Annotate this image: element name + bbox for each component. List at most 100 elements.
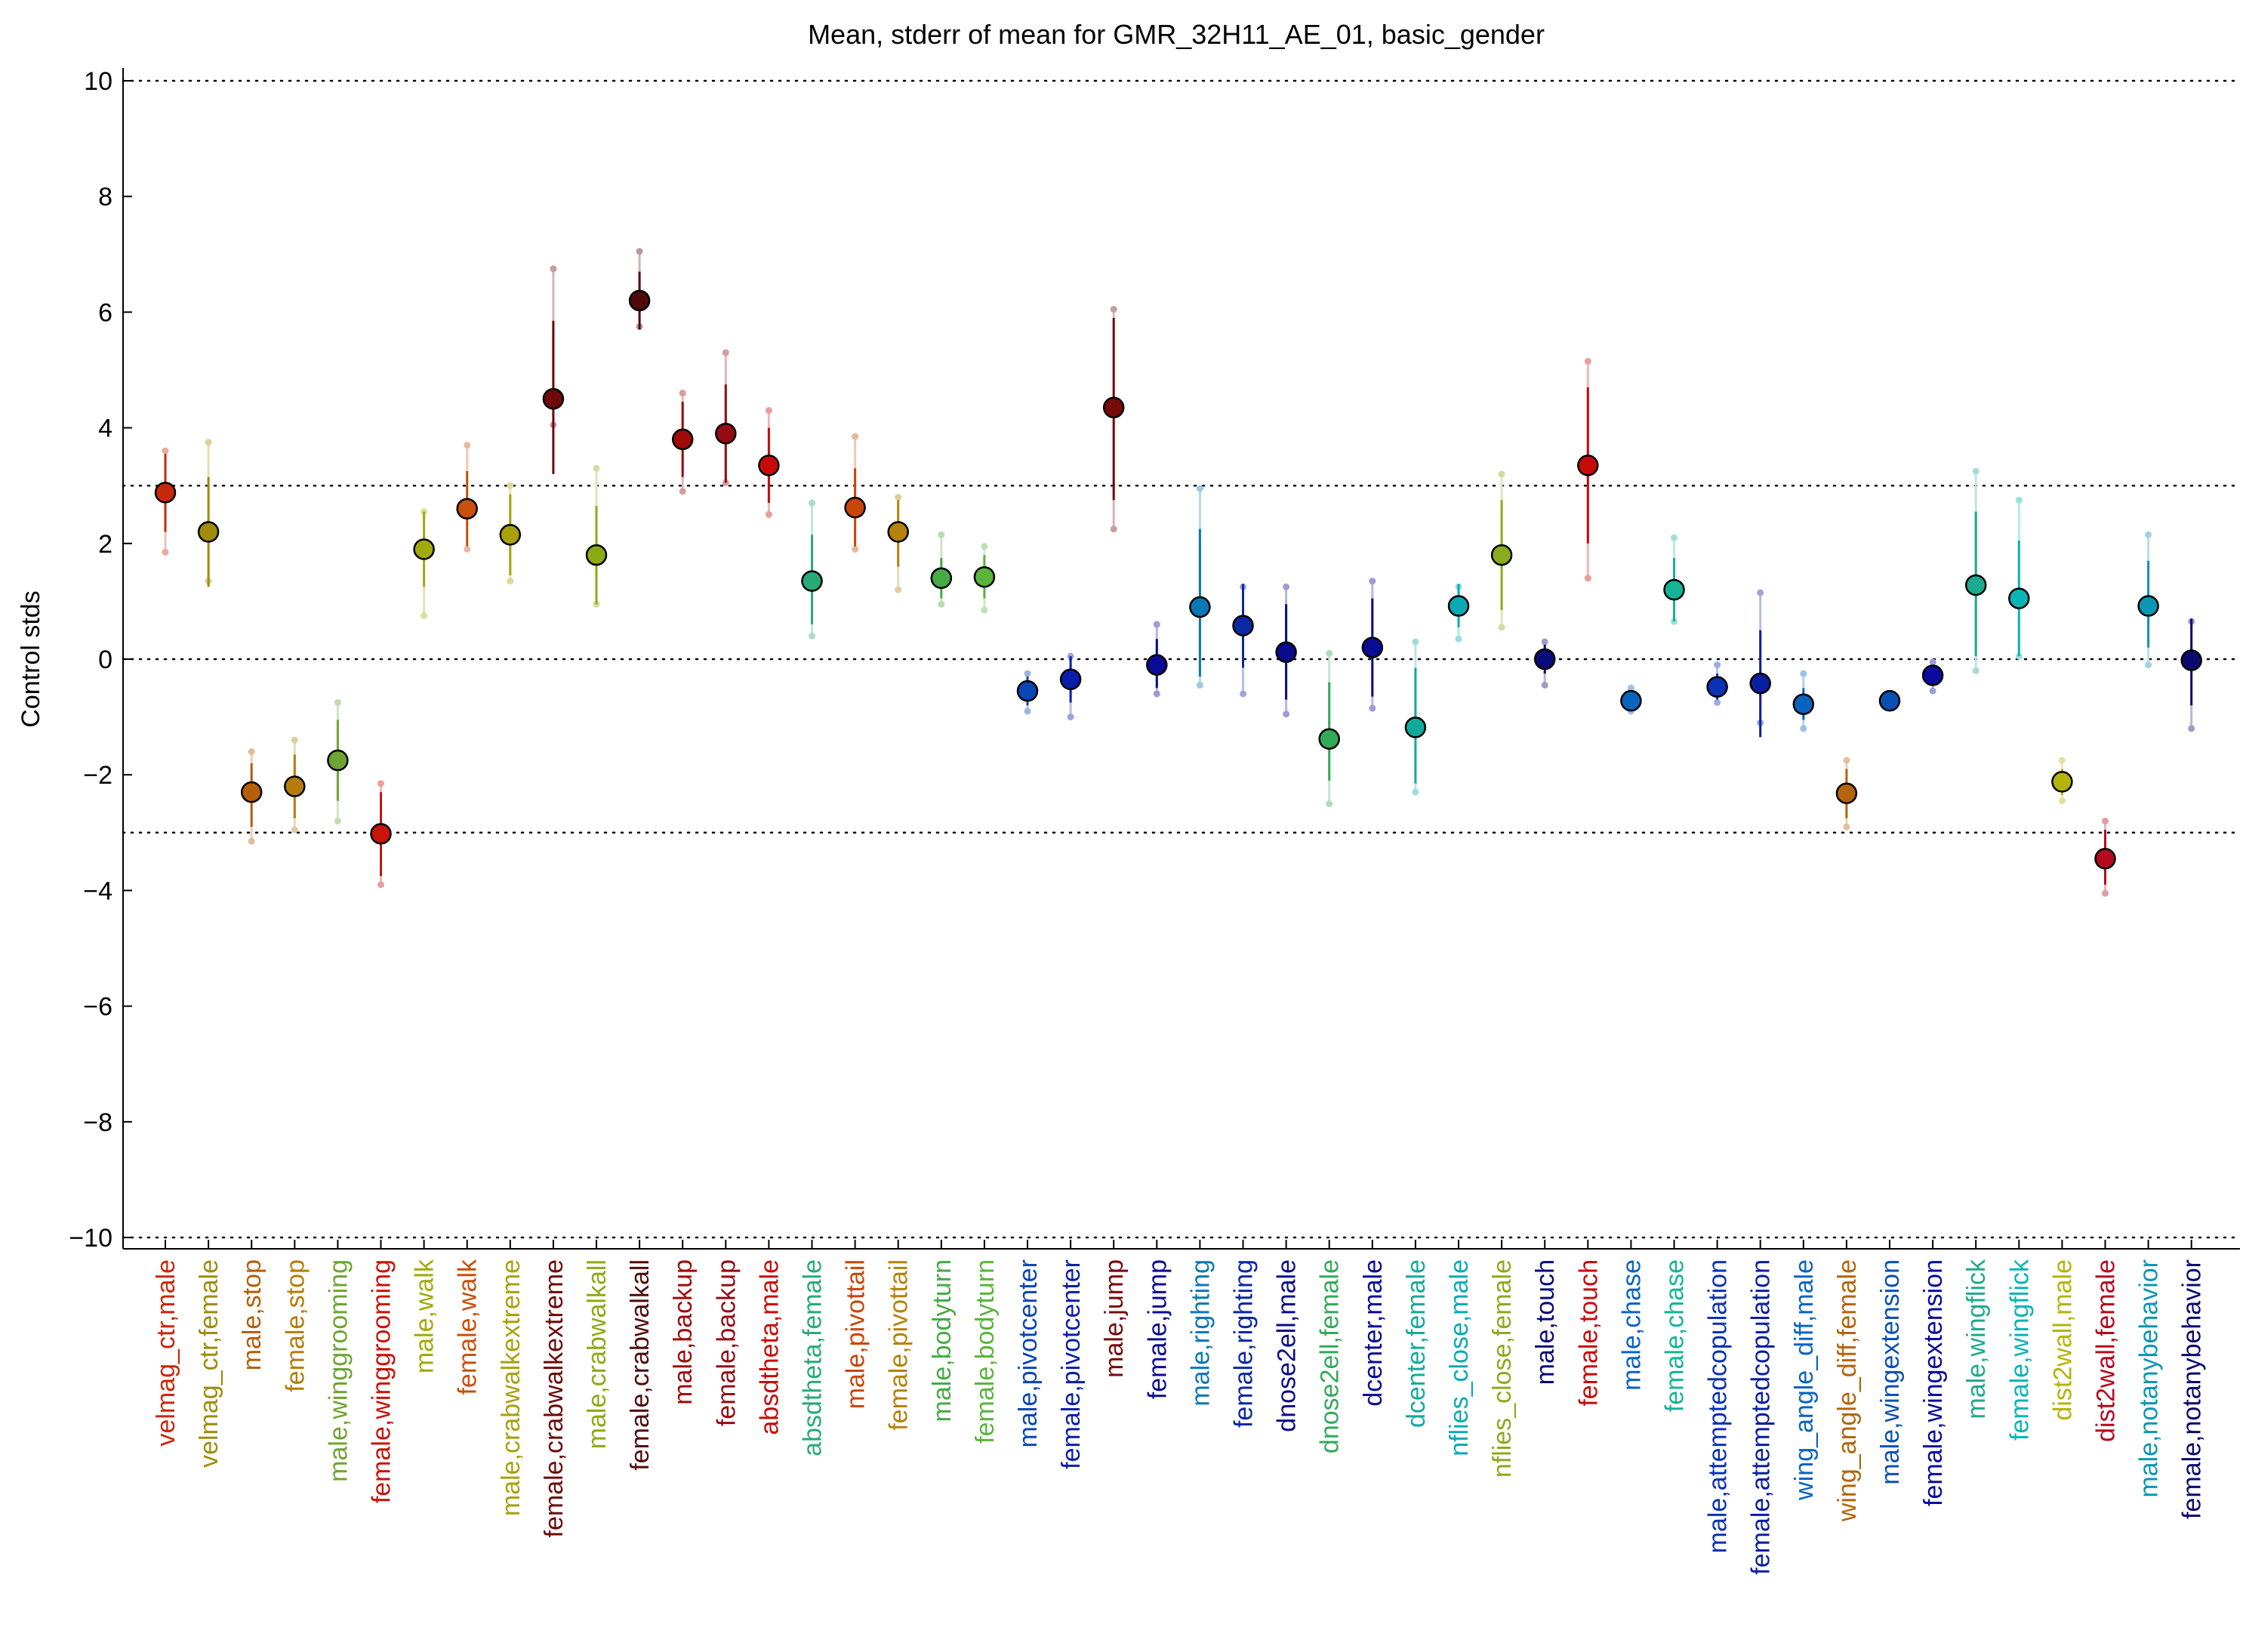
range-max-dot xyxy=(809,499,815,507)
mean-marker xyxy=(1404,717,1427,738)
x-category-label: female,wingextension xyxy=(1919,1259,1948,1506)
range-min-dot xyxy=(248,837,255,845)
range-max-dot xyxy=(205,439,212,446)
x-category-label: nflies_close,female xyxy=(1488,1259,1517,1478)
range-min-dot xyxy=(1929,687,1936,695)
range-max-dot xyxy=(377,780,384,787)
range-max-dot xyxy=(507,482,514,489)
x-category-label: male,crabwalkextreme xyxy=(497,1259,525,1516)
mean-marker xyxy=(671,428,694,451)
y-tick-label: −8 xyxy=(83,1108,112,1137)
range-max-dot xyxy=(1283,583,1290,590)
mean-marker xyxy=(844,497,866,519)
range-max-dot xyxy=(1714,661,1721,669)
x-category-label: female,chase xyxy=(1661,1259,1690,1412)
range-max-dot xyxy=(1671,534,1678,541)
mean-marker xyxy=(1146,654,1168,676)
x-category-label: female,pivottail xyxy=(885,1259,913,1431)
range-max-dot xyxy=(765,407,772,415)
range-min-dot xyxy=(1369,704,1376,712)
range-min-dot xyxy=(679,488,686,495)
mean-marker xyxy=(327,749,349,772)
range-min-dot xyxy=(895,586,902,593)
mean-marker xyxy=(1016,680,1039,702)
range-max-dot xyxy=(938,531,945,538)
mean-marker xyxy=(1102,396,1125,419)
x-category-label: female,wingflick xyxy=(2005,1259,2034,1441)
x-axis-category-labels: velmag_ctr,male velmag_ctr,female male,sto… xyxy=(152,1259,2207,1575)
mean-marker xyxy=(1749,672,1771,695)
mean-marker xyxy=(154,482,177,504)
mean-marker xyxy=(628,289,651,312)
mean-marker xyxy=(1361,636,1384,658)
range-max-dot xyxy=(1972,467,1979,475)
x-category-label: male,wingextension xyxy=(1876,1259,1905,1485)
mean-marker xyxy=(1533,648,1556,670)
range-max-dot xyxy=(1498,470,1505,478)
range-min-dot xyxy=(1972,667,1979,674)
x-axis-ticks xyxy=(165,1240,2192,1249)
mean-marker xyxy=(1964,574,1987,596)
range-min-dot xyxy=(2188,725,2195,732)
x-category-label: female,winggrooming xyxy=(368,1259,396,1503)
range-min-dot xyxy=(1455,635,1462,643)
mean-marker xyxy=(2180,649,2202,671)
y-tick-label: −2 xyxy=(83,761,112,790)
range-min-dot xyxy=(1714,698,1721,706)
mean-marker xyxy=(1059,668,1082,691)
y-axis-label: Control stds xyxy=(17,590,45,727)
mean-marker xyxy=(499,524,522,546)
x-category-label: female,walk xyxy=(454,1259,482,1395)
mean-marker xyxy=(1318,728,1340,750)
range-max-dot xyxy=(162,447,169,455)
range-min-dot xyxy=(1067,714,1074,721)
x-category-label: dist2wall,male xyxy=(2048,1259,2077,1421)
range-min-dot xyxy=(938,600,945,608)
mean-marker xyxy=(1232,615,1254,636)
range-min-dot xyxy=(2145,661,2152,669)
x-category-label: male,walk xyxy=(411,1259,439,1373)
mean-marker xyxy=(758,455,780,476)
y-tick-label: −4 xyxy=(83,877,112,905)
range-max-dot xyxy=(1929,658,1936,666)
chart-title: Mean, stderr of mean for GMR_32H11_AE_01… xyxy=(808,19,1545,50)
range-max-dot xyxy=(593,464,600,472)
range-min-dot xyxy=(2058,797,2066,805)
y-tick-label: 2 xyxy=(98,530,112,559)
x-category-label: male,righting xyxy=(1186,1259,1215,1407)
range-max-dot xyxy=(2145,531,2152,538)
mean-marker xyxy=(585,544,608,566)
range-max-dot xyxy=(636,248,643,255)
x-category-label: dnose2ell,female xyxy=(1316,1259,1345,1453)
x-category-label: male,wingflick xyxy=(1962,1259,1991,1419)
mean-marker xyxy=(370,823,392,845)
range-min-dot xyxy=(1412,788,1419,796)
mean-marker xyxy=(413,538,435,560)
x-category-label: female,righting xyxy=(1230,1259,1259,1428)
mean-marker xyxy=(1706,676,1728,698)
x-category-label: male,pivottail xyxy=(842,1259,870,1409)
range-max-dot xyxy=(2058,757,2066,764)
mean-marker xyxy=(1447,595,1470,617)
range-max-dot xyxy=(464,442,471,449)
mean-marker xyxy=(197,521,220,543)
x-category-label: dnose2ell,male xyxy=(1273,1259,1302,1432)
x-category-label: male,attemptedcopulation xyxy=(1704,1259,1733,1553)
x-category-label: male,jump xyxy=(1100,1259,1129,1378)
range-min-dot xyxy=(1240,690,1246,698)
mean-marker xyxy=(1490,544,1513,566)
mean-marker xyxy=(240,781,263,803)
range-min-dot xyxy=(1800,725,1807,732)
range-min-dot xyxy=(291,826,298,834)
range-max-dot xyxy=(1369,578,1376,585)
range-max-dot xyxy=(1024,670,1031,677)
mean-marker xyxy=(2137,595,2159,617)
y-tick-label: 4 xyxy=(98,415,112,443)
range-min-dot xyxy=(765,511,772,518)
y-tick-label: 8 xyxy=(98,183,112,211)
mean-marker xyxy=(930,567,953,590)
x-category-label: female,pivotcenter xyxy=(1057,1259,1086,1469)
range-max-dot xyxy=(550,265,557,273)
x-category-label: male,backup xyxy=(669,1259,698,1405)
